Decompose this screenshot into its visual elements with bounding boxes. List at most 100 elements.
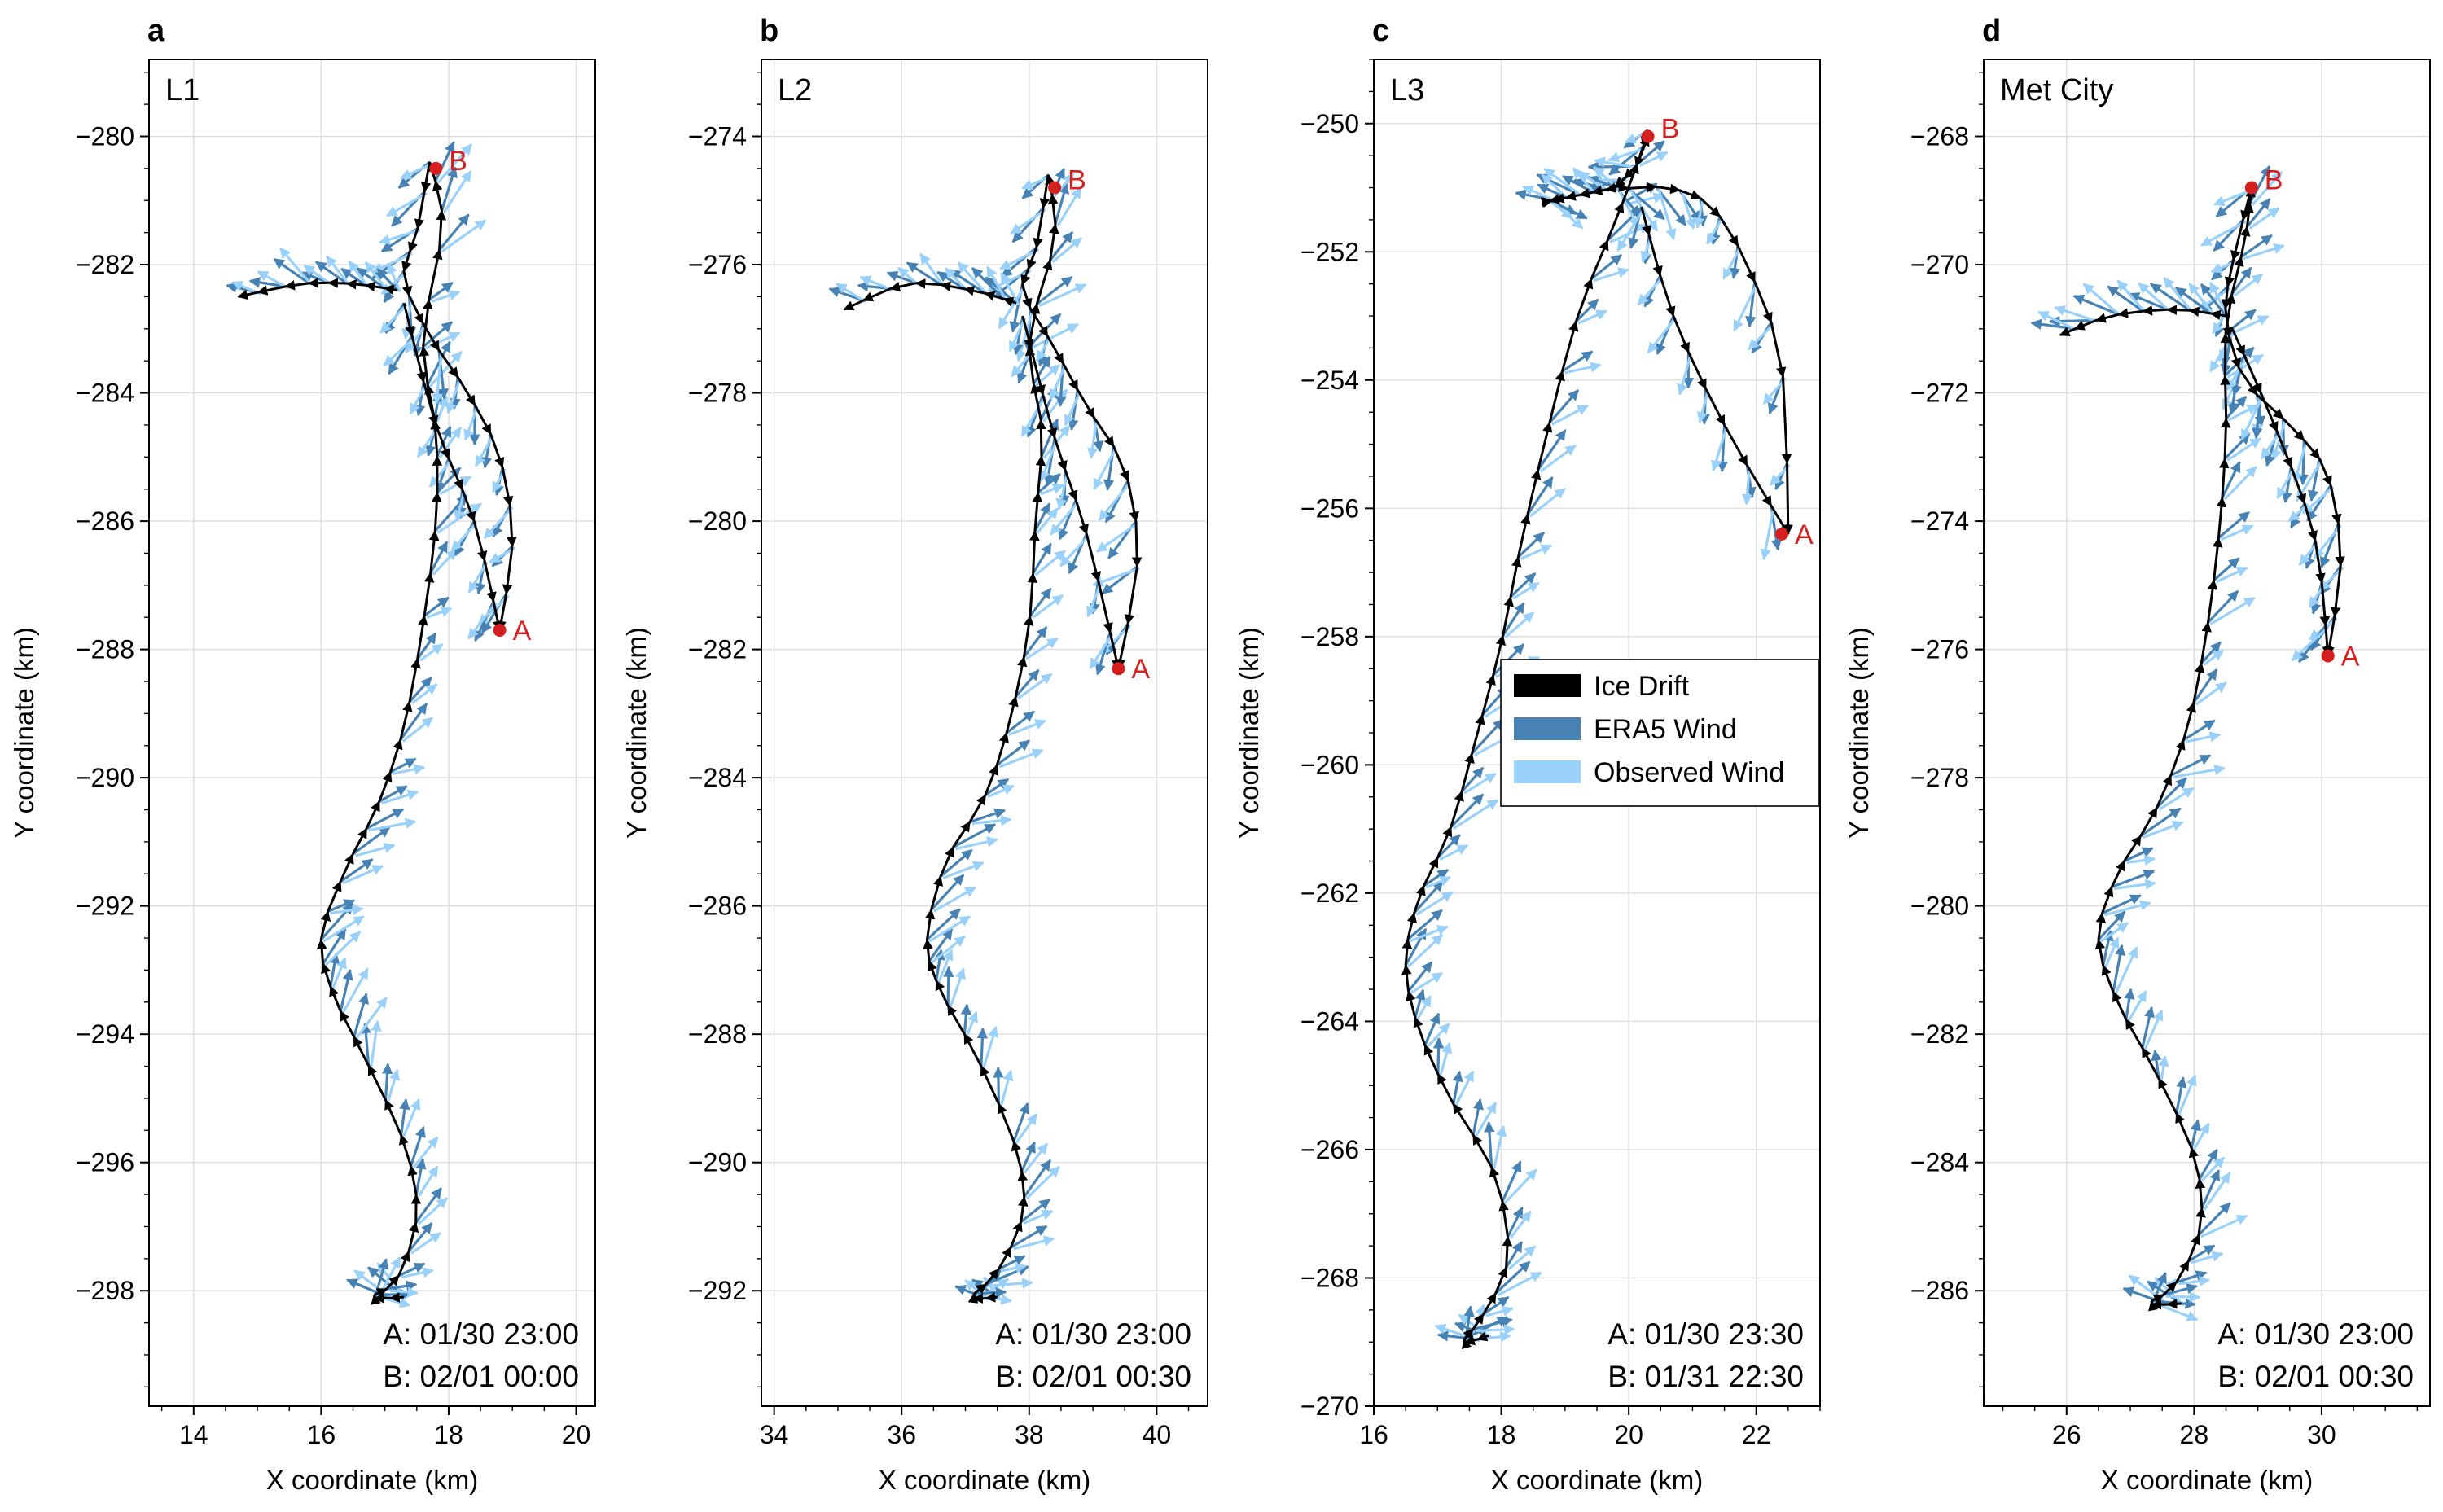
ice-drift-arrow (501, 467, 514, 507)
ice-drift-arrow (339, 1010, 356, 1038)
x-axis-title: X coordinate (km) (2101, 1465, 2313, 1495)
observed-wind-arrow (2163, 277, 2194, 313)
observed-wind-arrow (2127, 990, 2147, 1022)
era5-wind-arrow (436, 426, 452, 458)
ice-drift-arrow (1009, 1221, 1023, 1248)
observed-wind-arrow (1577, 309, 1608, 325)
ice-drift-arrow (2219, 458, 2230, 498)
observed-wind-arrow (1454, 1070, 1475, 1107)
era5-wind-arrow (993, 1066, 1004, 1104)
panel-letter: d (1982, 14, 2001, 48)
observed-wind-arrow (1416, 995, 1432, 1020)
ice-drift-arrow (2156, 774, 2173, 809)
ice-drift-arrow (2095, 313, 2120, 323)
observed-wind-arrow (401, 717, 434, 743)
era5-wind-arrow (1413, 879, 1444, 914)
era5-wind-arrow (353, 993, 370, 1037)
observed-wind-arrow (1711, 426, 1729, 472)
panel-letter: b (760, 14, 779, 48)
timestamp-b: B: 02/01 00:00 (383, 1360, 579, 1393)
ice-drift-arrow (1516, 513, 1531, 558)
era5-wind-arrow (438, 213, 470, 251)
ice-drift-arrow (1687, 352, 1708, 390)
observed-wind-arrow (1616, 208, 1646, 252)
ice-drift-arrow (2230, 328, 2246, 357)
ice-drift-arrow (2123, 835, 2143, 862)
ice-drift-arrow (2195, 1177, 2206, 1208)
timestamp-a: A: 01/30 23:00 (2217, 1317, 2414, 1351)
timestamp-a: A: 01/30 23:30 (1607, 1317, 1804, 1351)
era5-wind-arrow (1054, 182, 1070, 225)
ice-drift-arrow (1472, 1133, 1493, 1168)
x-axis-title: X coordinate (km) (1491, 1465, 1703, 1495)
era5-wind-arrow (426, 340, 451, 386)
era5-wind-arrow (360, 1022, 372, 1066)
observed-wind-arrow (1696, 389, 1710, 423)
ice-drift-arrow (384, 1098, 402, 1136)
ice-drift-arrow (327, 880, 342, 913)
observed-wind-arrow (957, 261, 989, 296)
observed-wind-arrow (368, 817, 417, 832)
observed-wind-arrow (467, 561, 489, 594)
observed-wind-arrow (2215, 566, 2248, 584)
observed-wind-arrow (419, 643, 444, 662)
ice-drift-arrow (483, 560, 497, 603)
ice-drift-arrow (1548, 370, 1565, 423)
observed-wind-arrow (2209, 596, 2256, 625)
timestamp-b: B: 02/01 00:30 (995, 1360, 1191, 1393)
era5-wind-arrow (374, 1288, 412, 1300)
ice-drift-arrow (1526, 468, 1542, 515)
y-axis-title: Y coordinate (km) (9, 627, 39, 839)
observed-wind-arrow (417, 1165, 439, 1198)
ice-drift-arrow (985, 1268, 1000, 1286)
ice-drift-arrow (2094, 938, 2106, 966)
ice-drift-arrow (1704, 388, 1726, 427)
observed-wind-arrow (1577, 171, 1610, 193)
observed-wind-arrow (1415, 891, 1454, 916)
observed-wind-arrow (2138, 282, 2171, 313)
observed-wind-arrow (2200, 1156, 2226, 1182)
observed-wind-arrow (1056, 186, 1082, 227)
station-label: L3 (1390, 73, 1424, 107)
era5-wind-arrow (2200, 1169, 2221, 1209)
era5-wind-arrow (2198, 1148, 2218, 1180)
ice-drift-arrow (352, 827, 368, 855)
ice-drift-arrow (1022, 615, 1034, 658)
era5-wind-arrow (1561, 350, 1594, 373)
observed-wind-arrow (2226, 437, 2261, 462)
y-tick-label: −280 (76, 122, 134, 151)
observed-wind-arrow (971, 815, 1012, 826)
ice-drift-arrow (2112, 991, 2128, 1020)
observed-wind-arrow (949, 967, 966, 1008)
ice-drift-arrow (1606, 202, 1625, 242)
observed-wind-arrow (1637, 276, 1664, 306)
observed-wind-arrow (2292, 441, 2308, 484)
observed-wind-arrow (1722, 246, 1742, 280)
ice-drift-arrow (1413, 1016, 1427, 1046)
ice-drift-arrow (1476, 1331, 1489, 1342)
ice-drift-arrow (1502, 595, 1515, 636)
panel-b: 34 36 38 40 −274 −276 −278 −280 −282 −284 −286 −288… (621, 14, 1208, 1495)
y-tick-label: −286 (1910, 1276, 1969, 1305)
era5-wind-arrow (1482, 1295, 1510, 1316)
ice-drift-arrow (1112, 445, 1129, 482)
ice-drift-arrow (321, 962, 332, 988)
point-a-label: A (1795, 519, 1814, 550)
y-axis-title: Y coordinate (km) (1844, 627, 1874, 839)
era5-wind-arrow (1436, 834, 1461, 859)
era5-wind-arrow (1029, 587, 1052, 617)
legend-swatch (1514, 760, 1581, 783)
era5-wind-arrow (398, 1262, 426, 1278)
observed-wind-arrow (1008, 719, 1046, 736)
y-tick-label: −260 (1300, 750, 1359, 779)
ice-drift-arrow (365, 800, 381, 830)
observed-wind-arrow (417, 1197, 449, 1225)
ice-drift-arrow (2210, 309, 2226, 321)
era5-wind-arrow (1423, 1012, 1441, 1046)
ice-drift-arrow (1021, 315, 1034, 350)
observed-wind-arrow (1038, 283, 1087, 307)
ice-drift-arrow (373, 1287, 388, 1298)
observed-wind-arrow (379, 229, 421, 245)
observed-wind-arrow (402, 1098, 421, 1137)
ice-drift-arrow (407, 1221, 419, 1252)
